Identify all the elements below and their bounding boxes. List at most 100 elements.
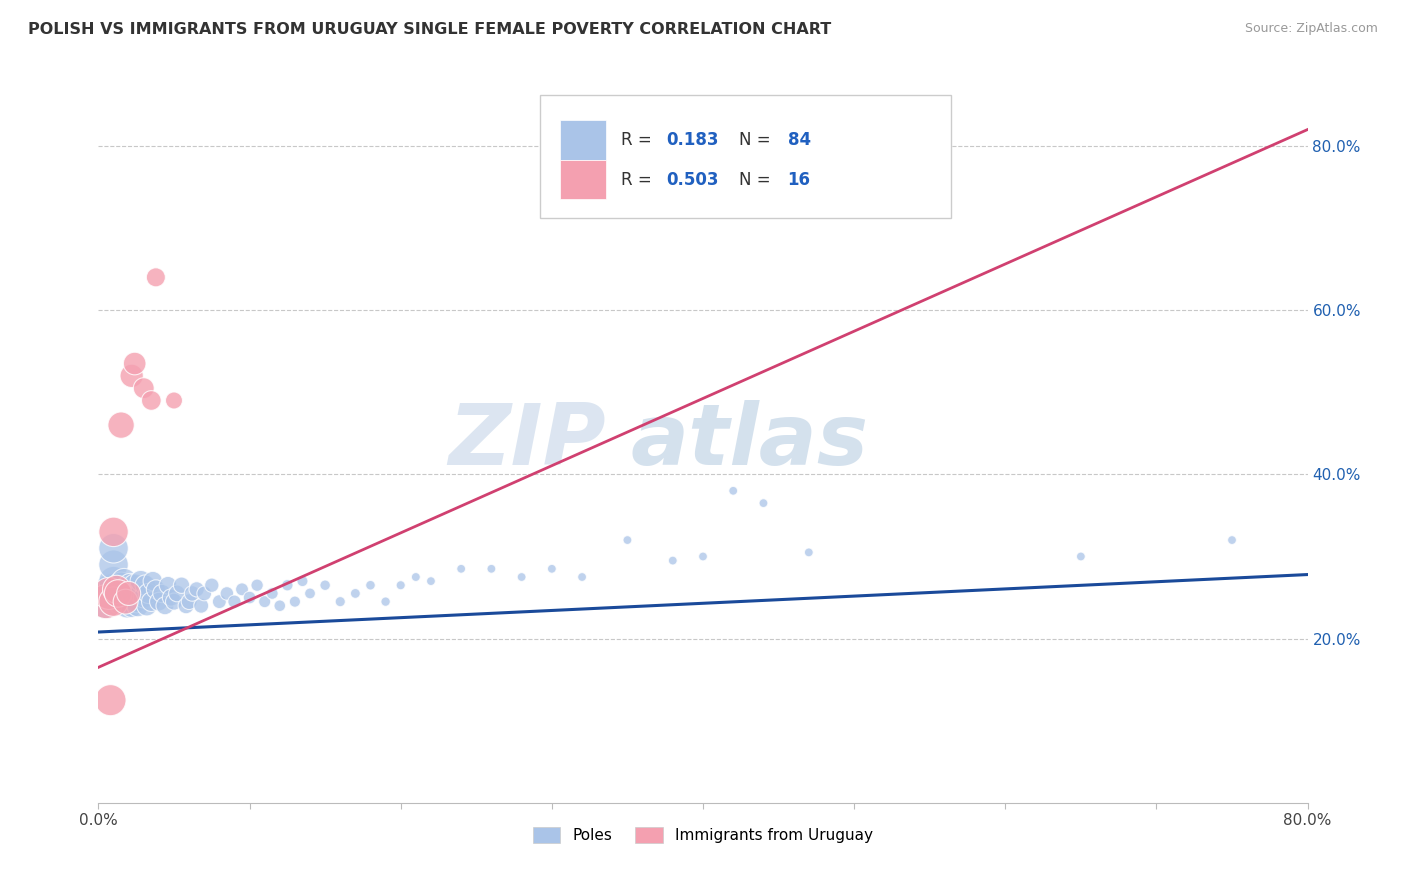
Point — [118, 594, 141, 608]
Point — [150, 586, 173, 600]
Point — [129, 586, 152, 600]
Point — [166, 586, 188, 600]
Point — [616, 533, 638, 547]
Point — [98, 586, 121, 600]
Point — [360, 578, 382, 592]
Point — [329, 594, 352, 608]
Point — [344, 586, 367, 600]
Point — [134, 578, 156, 592]
Point — [752, 496, 775, 510]
Point — [111, 591, 134, 605]
Point — [120, 578, 142, 592]
Point — [692, 549, 714, 564]
Point — [124, 578, 146, 592]
Text: N =: N = — [740, 170, 776, 188]
Point — [148, 594, 170, 608]
Point — [246, 578, 269, 592]
Point — [208, 594, 231, 608]
Point — [110, 578, 132, 592]
Text: atlas: atlas — [630, 400, 869, 483]
Point — [110, 418, 132, 433]
Point — [190, 599, 212, 613]
Point — [121, 599, 143, 613]
Point — [276, 578, 298, 592]
Point — [100, 693, 122, 707]
Point — [163, 594, 186, 608]
Point — [103, 541, 125, 556]
Text: Source: ZipAtlas.com: Source: ZipAtlas.com — [1244, 22, 1378, 36]
Point — [121, 586, 143, 600]
Point — [291, 574, 314, 588]
Point — [284, 594, 307, 608]
Point — [571, 570, 593, 584]
Point — [170, 578, 193, 592]
Point — [142, 574, 165, 588]
Point — [389, 578, 412, 592]
Point — [114, 586, 136, 600]
Point — [450, 562, 472, 576]
Text: ZIP: ZIP — [449, 400, 606, 483]
Point — [108, 582, 131, 597]
Point — [114, 582, 136, 597]
Point — [481, 562, 503, 576]
Text: R =: R = — [621, 131, 657, 149]
Text: 84: 84 — [787, 131, 811, 149]
Point — [510, 570, 533, 584]
Text: 0.183: 0.183 — [666, 131, 720, 149]
Point — [105, 582, 128, 597]
Point — [540, 562, 562, 576]
Point — [103, 558, 125, 572]
FancyBboxPatch shape — [561, 160, 606, 200]
Point — [107, 586, 129, 600]
Point — [125, 594, 148, 608]
Point — [374, 594, 396, 608]
Point — [723, 483, 745, 498]
Point — [193, 586, 215, 600]
Point — [114, 594, 136, 608]
Point — [145, 270, 167, 285]
FancyBboxPatch shape — [561, 120, 606, 160]
Point — [1070, 549, 1092, 564]
Text: POLISH VS IMMIGRANTS FROM URUGUAY SINGLE FEMALE POVERTY CORRELATION CHART: POLISH VS IMMIGRANTS FROM URUGUAY SINGLE… — [28, 22, 831, 37]
Point — [224, 594, 246, 608]
Point — [135, 599, 157, 613]
Text: R =: R = — [621, 170, 657, 188]
Point — [253, 594, 276, 608]
Point — [797, 545, 820, 559]
Point — [262, 586, 284, 600]
FancyBboxPatch shape — [540, 95, 950, 218]
Point — [118, 586, 141, 600]
Point — [201, 578, 224, 592]
Point — [107, 586, 129, 600]
Point — [179, 594, 201, 608]
Point — [129, 574, 152, 588]
Point — [163, 393, 186, 408]
Point — [103, 594, 125, 608]
Point — [299, 586, 322, 600]
Point — [121, 368, 143, 383]
Point — [420, 574, 443, 588]
Point — [181, 586, 204, 600]
Point — [98, 586, 121, 600]
Point — [103, 524, 125, 539]
Point — [94, 594, 117, 608]
Point — [132, 591, 155, 605]
Point — [105, 594, 128, 608]
Point — [405, 570, 427, 584]
Point — [115, 599, 138, 613]
Point — [141, 594, 163, 608]
Point — [100, 582, 122, 597]
Point — [124, 357, 146, 371]
Point — [174, 599, 197, 613]
Point — [141, 393, 163, 408]
Point — [314, 578, 336, 592]
Point — [136, 586, 159, 600]
Point — [112, 574, 135, 588]
Point — [160, 591, 183, 605]
Point — [156, 578, 179, 592]
Point — [94, 594, 117, 608]
Point — [239, 591, 262, 605]
Point — [127, 599, 149, 613]
Point — [103, 591, 125, 605]
Point — [269, 599, 291, 613]
